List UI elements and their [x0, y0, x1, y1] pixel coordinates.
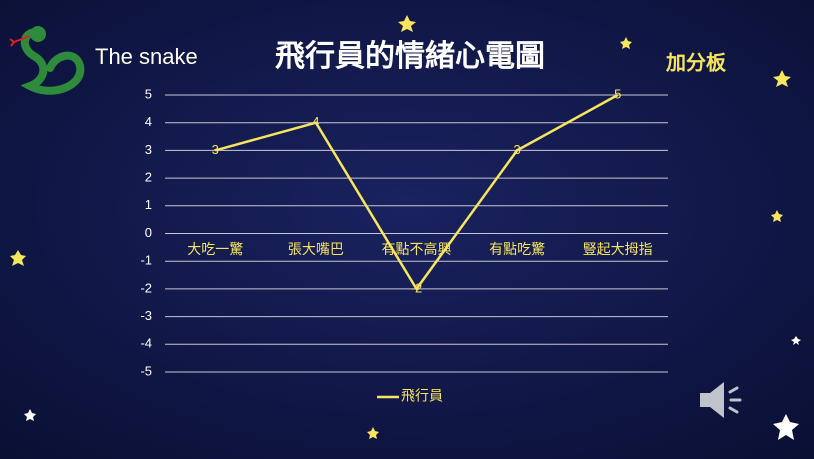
- y-tick-label: 5: [145, 86, 152, 101]
- y-tick-label: 2: [145, 170, 152, 185]
- y-tick-label: -1: [140, 253, 152, 268]
- plot: -5 -4 -3 -2 -1 0 1 2 3 4 5 大吃一驚 張大嘴巴 有點不高興 有點吃驚 豎起大拇指 3 4…: [140, 86, 668, 404]
- data-label: 4: [312, 114, 319, 129]
- white-stars: [24, 336, 801, 440]
- y-tick-label: 0: [145, 225, 152, 240]
- x-tick-label: 張大嘴巴: [288, 241, 344, 257]
- x-tick-label: 有點不高興: [382, 241, 452, 257]
- data-label: 3: [513, 142, 520, 157]
- x-tick-label: 豎起大拇指: [583, 241, 653, 257]
- stars: [10, 15, 791, 439]
- data-label: 5: [614, 86, 621, 101]
- y-tick-label: -2: [140, 280, 152, 295]
- x-tick-label: 有點吃驚: [489, 241, 545, 257]
- y-tick-label: 3: [145, 142, 152, 157]
- y-tick-label: 1: [145, 197, 152, 212]
- speaker-icon[interactable]: [700, 382, 742, 418]
- snake-icon: [9, 26, 85, 95]
- brand: The snake: [95, 44, 198, 69]
- x-tick-label: 大吃一驚: [187, 241, 243, 257]
- data-label: 3: [212, 142, 219, 157]
- y-tick-label: -3: [140, 308, 152, 323]
- data-label: -2: [411, 280, 423, 295]
- bonus-button[interactable]: 加分板: [665, 50, 727, 74]
- chart-title: 飛行員的情緒心電圖: [275, 39, 545, 73]
- legend-label: 飛行員: [401, 388, 443, 404]
- y-tick-label: 4: [145, 114, 152, 129]
- y-tick-label: -4: [140, 336, 152, 351]
- y-tick-label: -5: [140, 363, 152, 378]
- line: [214, 93, 619, 291]
